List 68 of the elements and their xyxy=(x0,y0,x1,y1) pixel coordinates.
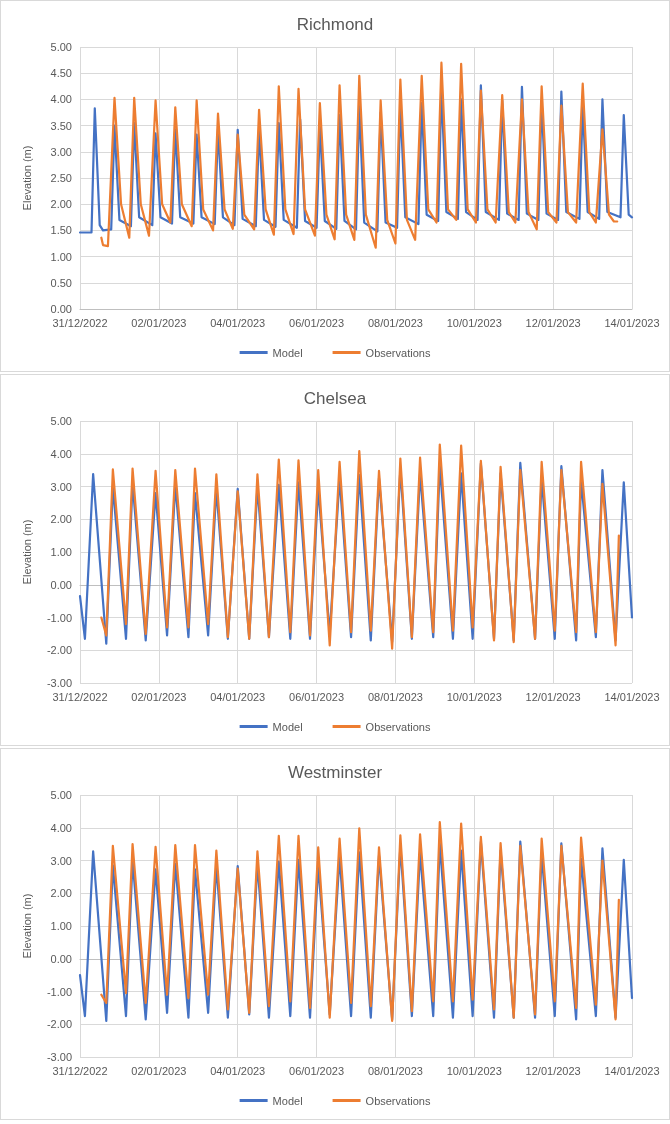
legend-label: Observations xyxy=(365,720,431,733)
y-tick-label: 2.00 xyxy=(50,887,72,900)
chart-title: Westminster xyxy=(287,763,383,782)
y-tick-label: 1.00 xyxy=(50,920,72,932)
legend-label: Model xyxy=(272,346,303,359)
y-tick-label: 1.00 xyxy=(50,250,72,263)
x-tick-label: 06/01/2023 xyxy=(289,1064,345,1077)
y-tick-label: 5.00 xyxy=(50,789,72,801)
y-tick-label: 3.00 xyxy=(50,480,72,493)
legend-label: Observations xyxy=(365,1094,431,1107)
y-tick-label: 2.50 xyxy=(50,172,72,184)
y-tick-label: 4.50 xyxy=(50,67,72,80)
x-tick-label: 12/01/2023 xyxy=(525,1064,581,1077)
x-tick-label: 10/01/2023 xyxy=(446,1064,502,1077)
x-tick-label: 08/01/2023 xyxy=(367,690,423,703)
x-tick-label: 04/01/2023 xyxy=(210,316,266,329)
chart-title: Richmond xyxy=(296,15,374,34)
x-tick-label: 31/12/2022 xyxy=(52,1064,108,1077)
y-tick-label: -2.00 xyxy=(46,644,72,657)
x-tick-label: 12/01/2023 xyxy=(525,316,581,329)
y-axis-title: Elevation (m) xyxy=(20,145,33,211)
y-tick-label: 3.00 xyxy=(50,145,72,158)
x-tick-label: 06/01/2023 xyxy=(289,316,345,329)
x-tick-label: 04/01/2023 xyxy=(210,1064,266,1077)
x-tick-label: 08/01/2023 xyxy=(367,1064,423,1077)
x-tick-label: 12/01/2023 xyxy=(525,690,581,703)
y-tick-label: 4.00 xyxy=(50,821,72,834)
y-axis-title: Elevation (m) xyxy=(20,519,33,585)
y-tick-label: 1.00 xyxy=(50,546,72,558)
y-tick-label: 4.00 xyxy=(50,447,72,460)
y-axis-title: Elevation (m) xyxy=(20,893,33,959)
y-tick-label: -1.00 xyxy=(46,611,72,624)
x-tick-label: 08/01/2023 xyxy=(367,316,423,329)
x-tick-label: 06/01/2023 xyxy=(289,690,345,703)
y-tick-label: -3.00 xyxy=(46,1051,72,1063)
legend-label: Observations xyxy=(365,346,431,359)
y-tick-label: 1.50 xyxy=(50,224,72,237)
x-tick-label: 14/01/2023 xyxy=(604,1064,660,1077)
x-tick-label: 10/01/2023 xyxy=(446,690,502,703)
x-tick-label: 31/12/2022 xyxy=(52,316,108,329)
y-tick-label: 0.00 xyxy=(50,952,72,965)
x-tick-label: 04/01/2023 xyxy=(210,690,266,703)
y-tick-label: -2.00 xyxy=(46,1018,72,1031)
line-series xyxy=(100,61,619,249)
x-tick-label: 31/12/2022 xyxy=(52,690,108,703)
chart-title: Chelsea xyxy=(303,389,367,408)
y-tick-label: 2.00 xyxy=(50,198,72,211)
y-tick-label: 3.50 xyxy=(50,119,72,132)
y-tick-label: -1.00 xyxy=(46,985,72,998)
y-tick-label: 3.00 xyxy=(50,854,72,867)
y-tick-label: 0.00 xyxy=(50,303,72,315)
x-tick-label: 02/01/2023 xyxy=(131,316,187,329)
x-tick-label: 02/01/2023 xyxy=(131,690,187,703)
line-series xyxy=(100,443,620,650)
y-tick-label: 2.00 xyxy=(50,513,72,526)
y-tick-label: 0.50 xyxy=(50,276,72,289)
x-tick-label: 14/01/2023 xyxy=(604,316,660,329)
y-tick-label: 4.00 xyxy=(50,93,72,106)
y-tick-label: 5.00 xyxy=(50,41,72,53)
legend-label: Model xyxy=(272,1094,303,1107)
x-tick-label: 10/01/2023 xyxy=(446,316,502,329)
y-tick-label: 0.00 xyxy=(50,578,72,591)
y-tick-label: 5.00 xyxy=(50,415,72,427)
x-tick-label: 14/01/2023 xyxy=(604,690,660,703)
x-tick-label: 02/01/2023 xyxy=(131,1064,187,1077)
line-series xyxy=(78,84,634,234)
legend-label: Model xyxy=(272,720,303,733)
y-tick-label: -3.00 xyxy=(46,677,72,689)
